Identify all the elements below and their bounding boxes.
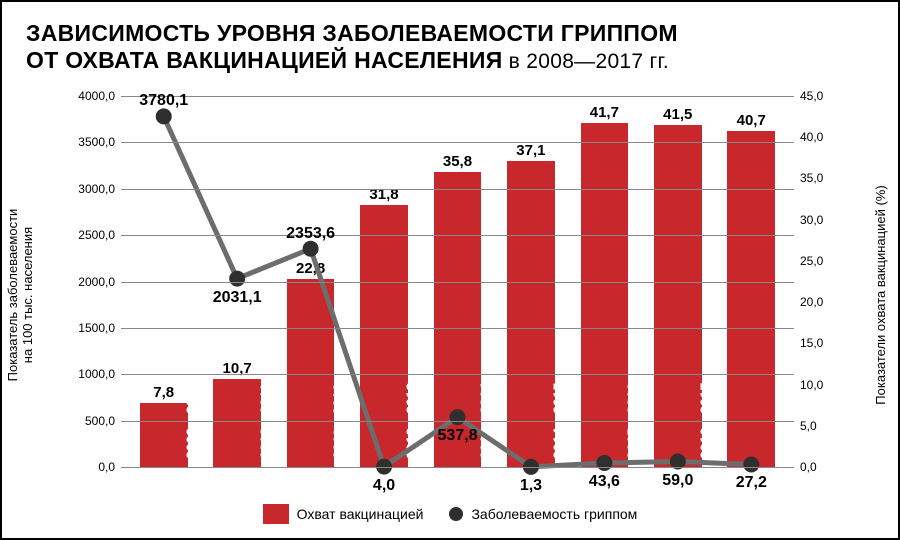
grid-line: [121, 96, 794, 97]
title-line-1: ЗАВИСИМОСТЬ УРОВНЯ ЗАБОЛЕВАЕМОСТИ ГРИППО…: [26, 20, 874, 47]
y-right-tick: 45,0: [800, 89, 823, 103]
line-value-label: 3780,1: [139, 92, 188, 110]
chart-title: ЗАВИСИМОСТЬ УРОВНЯ ЗАБОЛЕВАЕМОСТИ ГРИППО…: [26, 20, 874, 74]
grid-line: [121, 235, 794, 236]
y-left-tick: 2000,0: [78, 275, 115, 289]
grid-line: [121, 421, 794, 422]
chart-area: Показатель заболеваемости на 100 тыс. на…: [26, 88, 874, 502]
grid-line: [121, 142, 794, 143]
y-left-tick: 3000,0: [78, 182, 115, 196]
legend-item-line: Заболеваемость гриппом: [449, 504, 637, 524]
legend-label-bar: Охват вакцинацией: [297, 506, 424, 522]
y-right-tick: 35,0: [800, 171, 823, 185]
plot-region: 7,82008—200910,72009—201022,82010—201131…: [121, 96, 794, 467]
y-left-tick: 4000,0: [78, 89, 115, 103]
y-right-tick: 25,0: [800, 254, 823, 268]
grid-line: [121, 189, 794, 190]
grid-line: [121, 467, 794, 468]
line-value-label: 2031,1: [213, 289, 262, 307]
y-left-tick: 0,0: [98, 460, 115, 474]
y-right-tick: 0,0: [800, 460, 817, 474]
y-right-axis-label: Показатели охвата вакцинацией (%): [873, 185, 888, 404]
line-value-label: 537,8: [437, 427, 477, 445]
line-value-label: 4,0: [373, 477, 395, 495]
legend-swatch-dot: [449, 507, 463, 521]
title-line-2-sub: в 2008—2017 гг.: [503, 50, 669, 73]
title-line-2: ОТ ОХВАТА ВАКЦИНАЦИЕЙ НАСЕЛЕНИЯ в 2008—2…: [26, 47, 874, 74]
line-marker: [450, 409, 466, 425]
legend-swatch-bar: [263, 504, 289, 524]
line-marker: [596, 455, 612, 471]
line-marker: [229, 271, 245, 287]
line-value-label: 2353,6: [286, 225, 335, 243]
y-left-tick: 1500,0: [78, 321, 115, 335]
line-value-label: 1,3: [520, 477, 542, 495]
legend-label-line: Заболеваемость гриппом: [471, 506, 637, 522]
y-left-axis-label: Показатель заболеваемости на 100 тыс. на…: [5, 209, 35, 382]
y-right-tick: 20,0: [800, 295, 823, 309]
y-left-tick: 500,0: [85, 414, 115, 428]
line-value-label: 27,2: [736, 474, 767, 492]
grid-line: [121, 282, 794, 283]
y-left-tick: 3500,0: [78, 135, 115, 149]
line-marker: [156, 108, 172, 124]
line-value-label: 59,0: [662, 472, 693, 490]
line-value-label: 43,6: [589, 473, 620, 491]
legend: Охват вакцинацией Заболеваемость гриппом: [26, 504, 874, 524]
y-left-tick: 2500,0: [78, 228, 115, 242]
y-right-tick: 30,0: [800, 213, 823, 227]
grid-line: [121, 328, 794, 329]
y-right-tick: 5,0: [800, 419, 817, 433]
grid-line: [121, 374, 794, 375]
line-marker: [743, 456, 759, 472]
y-right-tick: 40,0: [800, 130, 823, 144]
line-marker: [303, 241, 319, 257]
y-right-tick: 10,0: [800, 378, 823, 392]
legend-item-bar: Охват вакцинацией: [263, 504, 424, 524]
title-line-2-bold: ОТ ОХВАТА ВАКЦИНАЦИЕЙ НАСЕЛЕНИЯ: [26, 47, 503, 73]
y-right-tick: 15,0: [800, 336, 823, 350]
y-left-tick: 1000,0: [78, 367, 115, 381]
